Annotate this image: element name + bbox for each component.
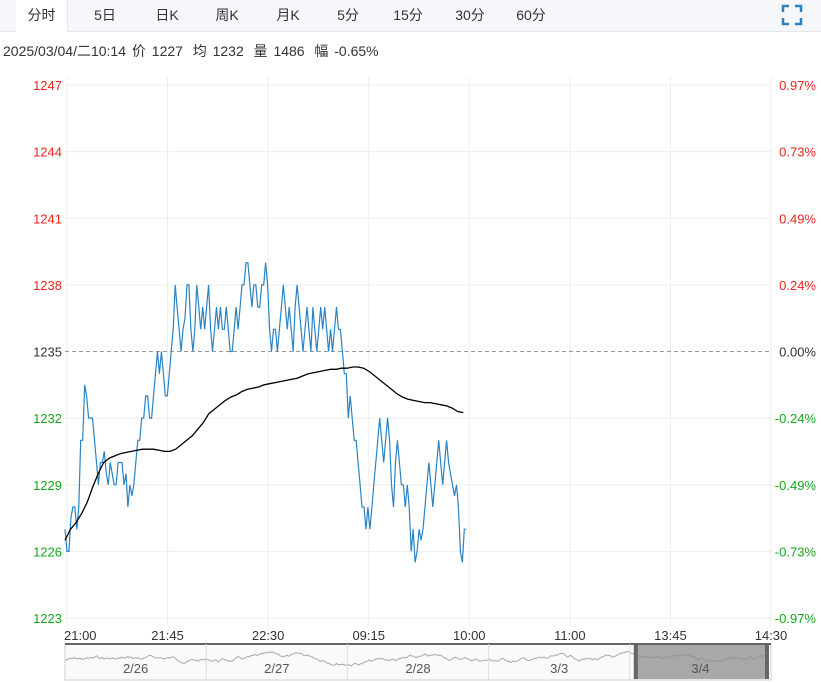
y-tick-label: 1226 [33, 544, 62, 559]
x-tick-label: 13:45 [654, 628, 687, 643]
x-tick-label: 10:00 [453, 628, 486, 643]
avg-value: 1232 [212, 43, 244, 59]
x-tick-label: 21:45 [151, 628, 184, 643]
y-tick-label-percent: 0.73% [779, 145, 816, 160]
y-tick-label: 1247 [33, 78, 62, 93]
tab-weekly-k[interactable]: 周K [215, 7, 239, 23]
navigator-right-handle[interactable] [765, 645, 769, 679]
y-tick-label-percent: -0.73% [775, 544, 817, 559]
y-tick-label-percent: 0.49% [779, 211, 816, 226]
navigator-selection[interactable] [635, 645, 767, 679]
volume-value: 1486 [273, 43, 305, 59]
tab-daily-k[interactable]: 日K [155, 7, 179, 23]
y-tick-label: 1244 [33, 145, 62, 160]
y-tick-label: 1232 [33, 411, 62, 426]
y-tick-label: 1238 [33, 278, 62, 293]
volume-label: 量 [253, 43, 268, 59]
price-label: 价 [131, 43, 146, 59]
x-tick-label: 22:30 [252, 628, 285, 643]
intraday-chart: 1247 0.97% 1244 0.73% 1241 0.49% 1238 0.24% 1235… [33, 77, 817, 681]
period-tab-bar: 分时 5日 日K 周K 月K 5分 15分 30分 60分 [0, 0, 821, 32]
avg-label: 均 [192, 43, 207, 59]
y-tick-label-percent: -0.49% [775, 478, 817, 493]
tab-intraday[interactable]: 分时 [16, 0, 68, 32]
y-tick-label-percent: -0.97% [775, 611, 817, 626]
navigator-left-handle[interactable] [633, 645, 638, 679]
y-tick-label: 1235 [33, 345, 62, 360]
y-tick-label-percent: 0.97% [779, 78, 816, 93]
y-tick-label: 1229 [33, 478, 62, 493]
price-value: 1227 [151, 43, 183, 59]
x-tick-label: 14:30 [755, 628, 788, 643]
amplitude-label: 幅 [314, 43, 329, 59]
y-tick-label-percent: 0.00% [779, 345, 816, 360]
fullscreen-icon[interactable] [781, 4, 803, 26]
amplitude-value: -0.65% [334, 43, 379, 59]
price-line [64, 262, 467, 563]
tab-5min[interactable]: 5分 [337, 7, 359, 23]
tab-5day[interactable]: 5日 [94, 7, 116, 23]
quote-info-bar: 2025/03/04/二10:14 价 1227 均 1232 量 1486 幅… [3, 41, 381, 61]
y-tick-label-percent: -0.24% [775, 411, 817, 426]
tab-monthly-k[interactable]: 月K [276, 7, 300, 23]
x-tick-label: 09:15 [352, 628, 385, 643]
x-tick-label: 11:00 [554, 628, 586, 643]
navigator-date-label: 2/26 [123, 661, 148, 676]
average-line [64, 366, 464, 541]
navigator-date-label: 2/28 [405, 661, 430, 676]
navigator-date-label: 3/4 [691, 661, 709, 676]
x-tick-label: 21:00 [64, 628, 97, 643]
navigator-date-label: 2/27 [264, 661, 289, 676]
y-tick-label: 1223 [33, 611, 62, 626]
y-tick-label: 1241 [33, 211, 62, 226]
navigator-date-label: 3/3 [550, 661, 568, 676]
tab-60min[interactable]: 60分 [516, 7, 546, 23]
tab-15min[interactable]: 15分 [393, 7, 423, 23]
datetime: 2025/03/04/二10:14 [3, 43, 126, 59]
y-tick-label-percent: 0.24% [779, 278, 816, 293]
tab-30min[interactable]: 30分 [455, 7, 485, 23]
